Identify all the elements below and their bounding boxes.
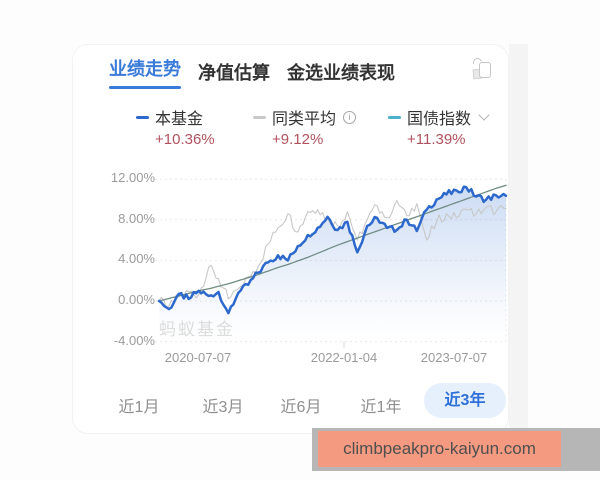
legend-item-category-average: 同类平均 i +9.12% [253,107,357,148]
x-axis-label: 2023-07-07 [420,350,488,365]
average-dash-icon [253,115,266,119]
bond-dash-icon [388,115,401,119]
copy-rotate-icon[interactable] [471,56,492,80]
y-axis-label: 0.00% [118,292,155,307]
legend-bond-value: +11.39% [407,131,466,148]
y-axis-label: 4.00% [118,251,155,266]
copy-front-rect [479,62,491,78]
active-tab-underline [109,86,181,89]
page-edge-strip [509,44,528,434]
legend-bond-name: 国债指数 [407,111,472,128]
performance-card: 业绩走势 净值估算 金选业绩表现 本基金 +10.36% [72,44,509,434]
watermark-banner-text: climbpeakpro-kaiyun.com [318,431,561,467]
tabs-bar: 业绩走势 净值估算 金选业绩表现 [109,57,395,89]
fund-dash-icon [136,115,149,119]
legend-item-fund: 本基金 +10.36% [136,107,215,148]
watermark-banner: climbpeakpro-kaiyun.com [312,428,600,471]
tab-performance-trend[interactable]: 业绩走势 [109,57,181,89]
y-axis-label: -4.00% [113,333,155,348]
range-3m-button[interactable]: 近3月 [203,393,244,417]
legend-average-name: 同类平均 [272,111,337,128]
legend-average-value: +9.12% [272,131,324,148]
tab-label: 业绩走势 [109,59,181,79]
y-axis-label: 12.00% [110,170,155,185]
legend-item-bond-index[interactable]: 国债指数 +11.39% [388,107,490,148]
chart-watermark: 蚂蚁基金 [159,320,235,339]
y-axis-label: 8.00% [118,211,155,226]
tab-label: 净值估算 [198,63,270,83]
range-1m-button[interactable]: 近1月 [119,393,160,417]
x-axis-label: 2020-07-07 [164,350,232,365]
performance-line-chart[interactable] [73,161,510,361]
range-3y-button-active[interactable]: 近3年 [424,383,506,418]
chevron-down-icon [478,109,490,121]
range-6m-button[interactable]: 近6月 [281,393,322,417]
tab-gold-select-performance[interactable]: 金选业绩表现 [287,57,395,89]
legend-fund-name: 本基金 [155,111,204,128]
tab-label: 金选业绩表现 [287,63,395,83]
tab-nav-estimate[interactable]: 净值估算 [198,57,270,89]
legend-fund-value: +10.36% [155,131,215,148]
info-icon[interactable]: i [343,110,357,124]
range-1y-button[interactable]: 近1年 [361,393,402,417]
x-axis-label: 2022-01-04 [310,350,378,365]
